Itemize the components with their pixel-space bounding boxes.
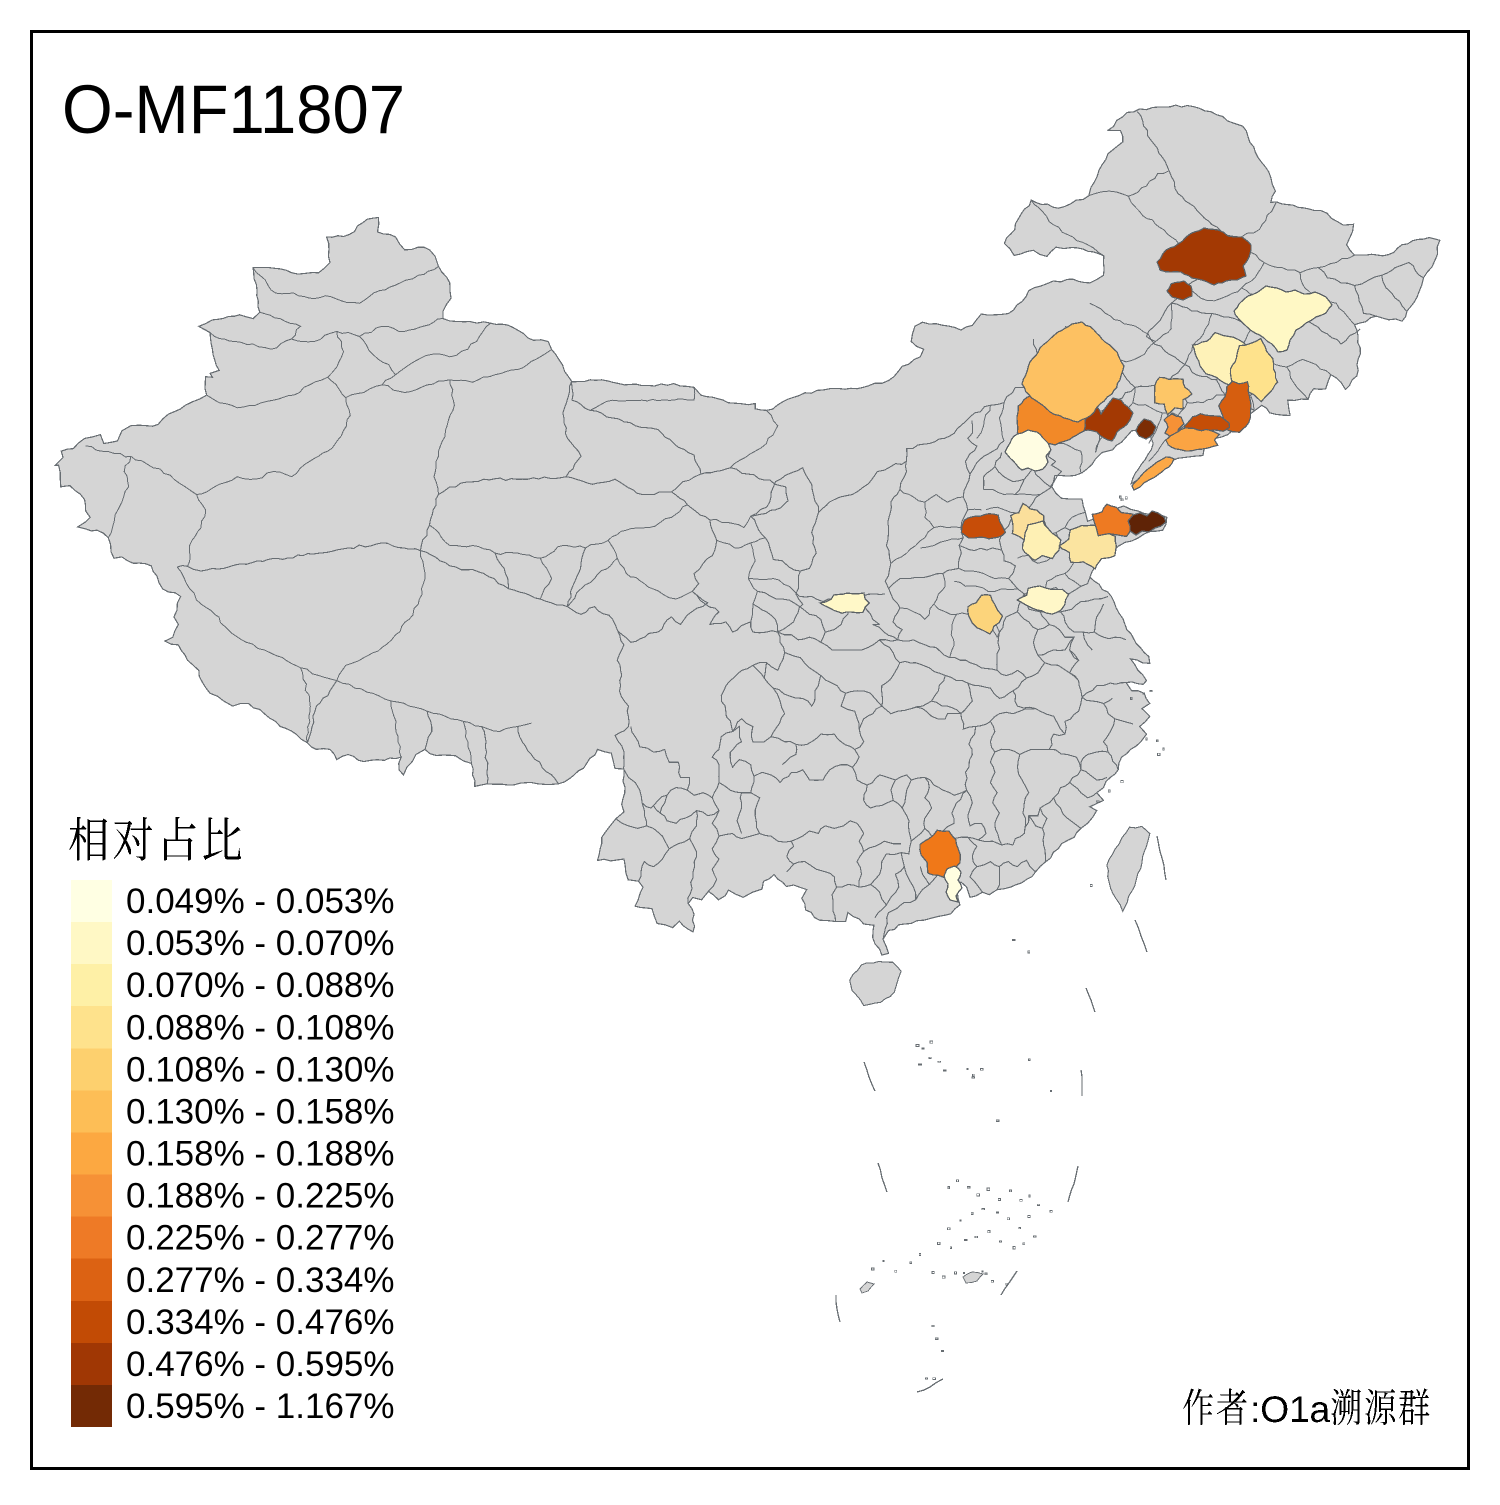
svg-text:0.225% - 0.277%: 0.225% - 0.277%: [126, 1219, 395, 1258]
svg-text:O-MF11807: O-MF11807: [62, 71, 405, 148]
svg-text:0.595% - 1.167%: 0.595% - 1.167%: [126, 1387, 395, 1426]
svg-text:0.277% - 0.334%: 0.277% - 0.334%: [126, 1261, 395, 1300]
svg-text:0.188% - 0.225%: 0.188% - 0.225%: [126, 1177, 395, 1216]
svg-text:0.088% - 0.108%: 0.088% - 0.108%: [126, 1008, 395, 1047]
svg-text:0.049% - 0.053%: 0.049% - 0.053%: [126, 882, 395, 921]
svg-text:0.130% - 0.158%: 0.130% - 0.158%: [126, 1092, 395, 1131]
svg-text:0.476% - 0.595%: 0.476% - 0.595%: [126, 1345, 395, 1384]
svg-text:0.108% - 0.130%: 0.108% - 0.130%: [126, 1050, 395, 1089]
svg-text:0.070% - 0.088%: 0.070% - 0.088%: [126, 966, 395, 1005]
svg-text:0.158% - 0.188%: 0.158% - 0.188%: [126, 1135, 395, 1174]
svg-text:0.053% - 0.070%: 0.053% - 0.070%: [126, 924, 395, 963]
svg-text:0.334% - 0.476%: 0.334% - 0.476%: [126, 1303, 395, 1342]
